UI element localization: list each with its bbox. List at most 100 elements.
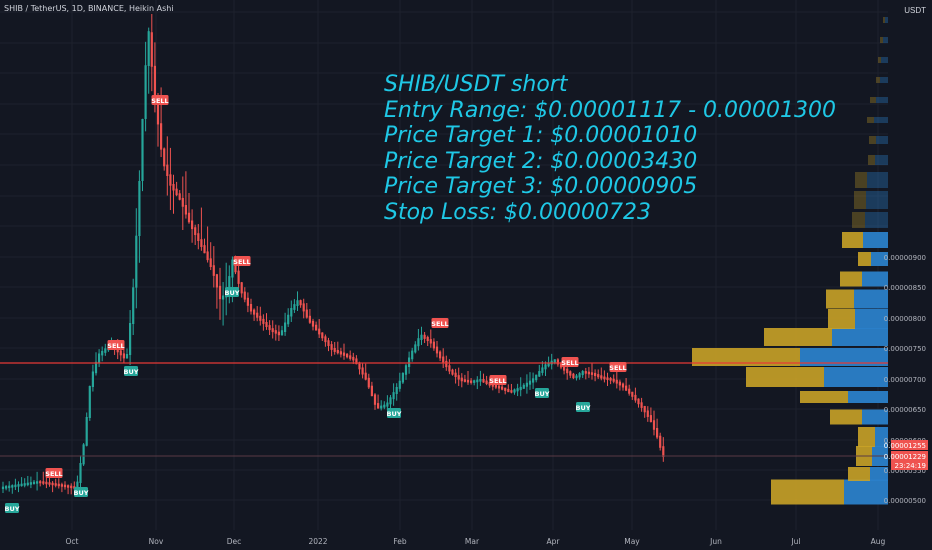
x-tick-label: Jul [790, 537, 800, 546]
x-tick-label: Jun [709, 537, 722, 546]
candle-body [11, 485, 14, 488]
signal-text: SELL [431, 320, 448, 328]
symbol-header[interactable]: SHIB / TetherUS, 1D, BINANCE, Heikin Ash… [4, 4, 174, 13]
candle-body [457, 375, 460, 380]
volume-profile-up [848, 391, 888, 403]
volume-profile-up [824, 367, 888, 387]
candle-body [82, 444, 85, 465]
candle-body [321, 332, 324, 339]
candle-body [253, 309, 256, 315]
candle-body [377, 403, 380, 409]
volume-profile-down [876, 77, 880, 83]
volume-profile-down [764, 328, 832, 346]
candle-body [466, 379, 470, 383]
candle-body [184, 205, 187, 215]
candle-body [420, 334, 423, 340]
candle-body [532, 378, 535, 383]
candle-body [330, 344, 333, 350]
candle-body [296, 300, 299, 306]
candle-body [277, 331, 280, 336]
candle-body [20, 483, 23, 487]
candle-body [621, 383, 625, 388]
candle-body [414, 344, 417, 353]
volume-profile-up [875, 155, 888, 165]
candle-body [597, 374, 600, 378]
candle-body [525, 382, 528, 387]
candle-body [249, 304, 253, 312]
candle-body [197, 233, 200, 241]
candle-body [367, 377, 370, 388]
candle-body [308, 315, 311, 323]
candle-body [352, 356, 355, 361]
candle-body [1, 486, 5, 490]
candle-body [389, 397, 392, 405]
candle-body [265, 322, 268, 327]
signal-text: SELL [107, 342, 124, 350]
candle-body [194, 227, 197, 236]
candle-body [603, 376, 606, 380]
candle-body [178, 193, 181, 200]
candle-body [373, 394, 377, 405]
candle-body [240, 282, 243, 294]
candle-body [14, 484, 17, 488]
volume-profile-down [883, 17, 885, 23]
candle-body [569, 371, 572, 376]
candle-body [491, 383, 494, 387]
candle-body [23, 483, 26, 486]
candle-body [361, 367, 364, 375]
candle-body [67, 485, 70, 488]
candle-body [662, 446, 665, 457]
candle-body [575, 375, 578, 379]
signal-label-sell [45, 468, 63, 478]
candle-body [435, 346, 439, 354]
candle-body [144, 65, 147, 119]
x-tick-label: Nov [149, 537, 164, 546]
candle-body [287, 314, 290, 325]
candle-body [125, 354, 129, 359]
signal-label-buy [576, 402, 590, 412]
candle-body [54, 483, 57, 486]
candle-body [553, 359, 556, 363]
candle-body [497, 385, 501, 389]
candle-body [32, 481, 36, 485]
candle-body [119, 350, 122, 356]
candle-body [454, 372, 457, 378]
volume-profile-up [876, 136, 888, 144]
candle-body [315, 324, 318, 331]
candle-body [262, 318, 265, 324]
price-tag-text: 23:24:19 [895, 462, 926, 470]
candle-body [408, 357, 411, 367]
candle-body [70, 485, 73, 489]
volume-profile-up [855, 309, 888, 329]
price-tag [891, 440, 928, 450]
candle-body [544, 364, 547, 370]
candle-body [76, 481, 79, 489]
candle-body [631, 391, 634, 397]
candle-body [79, 463, 82, 483]
candle-body [17, 484, 20, 487]
trade-annotation: SHIB/USDT short Entry Range: $0.00001117… [384, 72, 836, 225]
x-tick-label: Feb [393, 537, 407, 546]
volume-profile-down [828, 309, 855, 329]
y-tick-label: 0.00000650 [884, 406, 926, 414]
price-tag [891, 460, 928, 470]
candle-body [73, 486, 76, 489]
candle-body [364, 372, 367, 380]
signal-text: SELL [45, 470, 62, 478]
candle-body [442, 356, 445, 363]
volume-profile-down [880, 37, 883, 43]
candle-body [141, 119, 144, 181]
x-tick-label: 2022 [308, 537, 327, 546]
candle-body [473, 380, 476, 383]
candle-body [51, 482, 54, 486]
price-tag-text: 0.00001229 [884, 453, 926, 461]
currency-label[interactable]: USDT [904, 6, 926, 15]
candle-body [494, 384, 497, 388]
signal-label-sell [609, 362, 627, 372]
candle-body [587, 371, 590, 375]
signal-text: SELL [151, 97, 168, 105]
candle-body [181, 197, 184, 207]
candle-body [8, 485, 11, 489]
candle-body [439, 351, 442, 359]
